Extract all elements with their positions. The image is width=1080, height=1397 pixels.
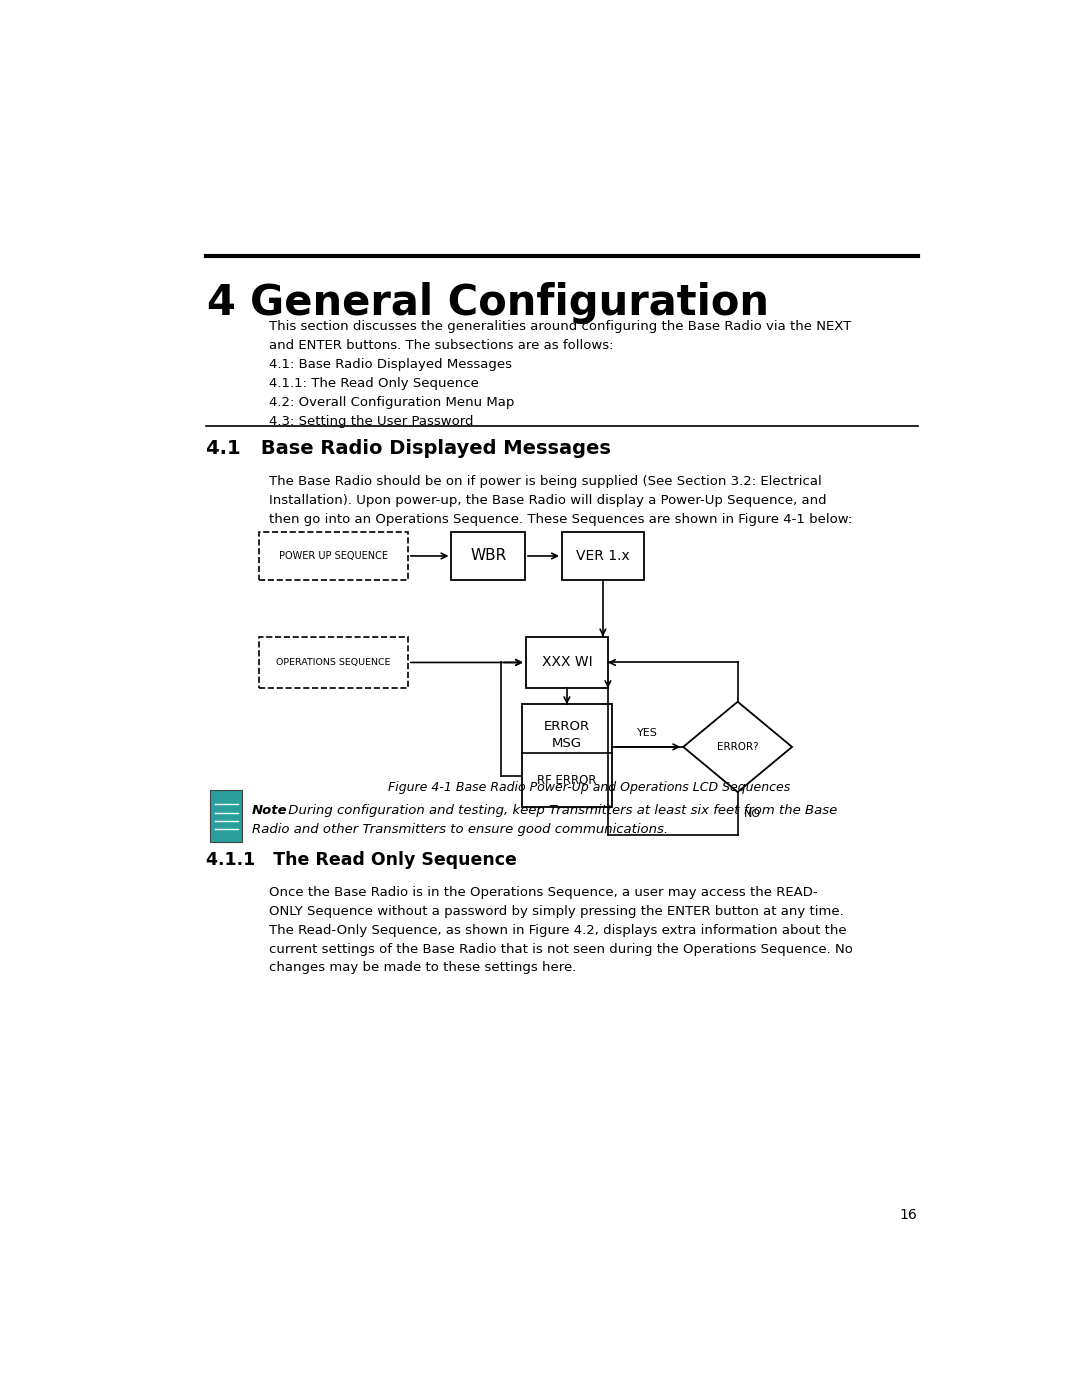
Text: 4.2: Overall Configuration Menu Map: 4.2: Overall Configuration Menu Map bbox=[269, 395, 514, 409]
Text: ERROR?: ERROR? bbox=[717, 742, 758, 752]
Polygon shape bbox=[684, 701, 792, 792]
Text: Installation). Upon power-up, the Base Radio will display a Power-Up Sequence, a: Installation). Upon power-up, the Base R… bbox=[269, 495, 826, 507]
Text: OPERATIONS SEQUENCE: OPERATIONS SEQUENCE bbox=[276, 658, 391, 666]
Text: 4.1: Base Radio Displayed Messages: 4.1: Base Radio Displayed Messages bbox=[269, 358, 512, 372]
Text: VER 1.x: VER 1.x bbox=[576, 549, 630, 563]
Text: ERROR: ERROR bbox=[544, 721, 590, 733]
Text: Radio and other Transmitters to ensure good communications.: Radio and other Transmitters to ensure g… bbox=[253, 823, 669, 837]
Text: current settings of the Base Radio that is not seen during the Operations Sequen: current settings of the Base Radio that … bbox=[269, 943, 853, 956]
Text: MSG: MSG bbox=[552, 736, 582, 750]
Text: NO: NO bbox=[744, 809, 761, 819]
Text: Once the Base Radio is in the Operations Sequence, a user may access the READ-: Once the Base Radio is in the Operations… bbox=[269, 886, 818, 900]
Text: The Base Radio should be on if power is being supplied (See Section 3.2: Electri: The Base Radio should be on if power is … bbox=[269, 475, 822, 489]
Text: RF ERROR: RF ERROR bbox=[537, 774, 596, 787]
Text: and ENTER buttons. The subsections are as follows:: and ENTER buttons. The subsections are a… bbox=[269, 339, 613, 352]
Text: 4: 4 bbox=[206, 282, 235, 324]
Bar bbox=[211, 791, 242, 842]
Text: then go into an Operations Sequence. These Sequences are shown in Figure 4-1 bel: then go into an Operations Sequence. The… bbox=[269, 513, 852, 525]
Bar bbox=[259, 637, 408, 689]
Text: Figure 4-1 Base Radio Power-Up and Operations LCD Sequences: Figure 4-1 Base Radio Power-Up and Opera… bbox=[388, 781, 789, 793]
Bar bbox=[451, 532, 525, 580]
Text: 4.1.1: The Read Only Sequence: 4.1.1: The Read Only Sequence bbox=[269, 377, 478, 390]
Text: XXX WI: XXX WI bbox=[541, 655, 592, 669]
Text: 4.3: Setting the User Password: 4.3: Setting the User Password bbox=[269, 415, 473, 427]
Text: 16: 16 bbox=[900, 1208, 918, 1222]
Bar bbox=[526, 637, 608, 689]
Text: ONLY Sequence without a password by simply pressing the ENTER button at any time: ONLY Sequence without a password by simp… bbox=[269, 905, 843, 918]
Bar bbox=[522, 704, 612, 806]
Text: This section discusses the generalities around configuring the Base Radio via th: This section discusses the generalities … bbox=[269, 320, 851, 334]
Text: 4.1.1   The Read Only Sequence: 4.1.1 The Read Only Sequence bbox=[206, 851, 517, 869]
Text: Note: Note bbox=[253, 805, 287, 817]
Text: changes may be made to these settings here.: changes may be made to these settings he… bbox=[269, 961, 577, 975]
Bar bbox=[259, 532, 408, 580]
Text: During configuration and testing, keep Transmitters at least six feet from the B: During configuration and testing, keep T… bbox=[284, 805, 837, 817]
Text: YES: YES bbox=[637, 728, 658, 738]
Text: POWER UP SEQUENCE: POWER UP SEQUENCE bbox=[279, 550, 388, 562]
Text: General Configuration: General Configuration bbox=[249, 282, 769, 324]
Bar bbox=[562, 532, 644, 580]
Text: WBR: WBR bbox=[470, 549, 507, 563]
Text: The Read-Only Sequence, as shown in Figure 4.2, displays extra information about: The Read-Only Sequence, as shown in Figu… bbox=[269, 923, 847, 937]
Text: 4.1   Base Radio Displayed Messages: 4.1 Base Radio Displayed Messages bbox=[206, 439, 611, 458]
